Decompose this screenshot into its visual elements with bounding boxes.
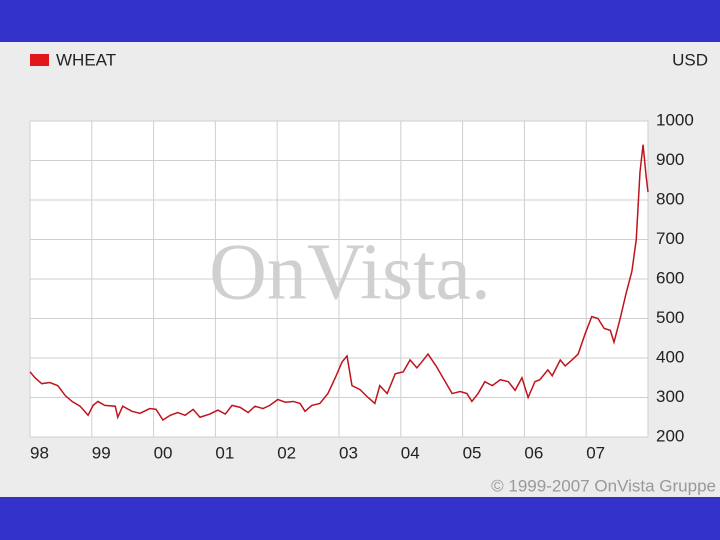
- y-tick-label: 400: [656, 347, 684, 366]
- y-tick-label: 700: [656, 229, 684, 248]
- unit-label: USD: [672, 50, 708, 69]
- x-tick-label: 05: [463, 443, 482, 462]
- x-tick-label: 00: [154, 443, 173, 462]
- x-tick-label: 01: [215, 443, 234, 462]
- y-tick-label: 200: [656, 426, 684, 445]
- x-tick-label: 98: [30, 443, 49, 462]
- x-tick-label: 06: [524, 443, 543, 462]
- bottom-band: [0, 497, 720, 540]
- x-tick-label: 99: [92, 443, 111, 462]
- copyright: © 1999-2007 OnVista Gruppe: [491, 476, 716, 495]
- y-tick-label: 1000: [656, 110, 694, 129]
- y-tick-label: 800: [656, 189, 684, 208]
- top-band: [0, 0, 720, 42]
- y-tick-label: 300: [656, 387, 684, 406]
- watermark: OnVista.: [209, 228, 491, 316]
- x-tick-label: 07: [586, 443, 605, 462]
- y-tick-label: 500: [656, 308, 684, 327]
- x-tick-label: 02: [277, 443, 296, 462]
- legend-label: WHEAT: [56, 50, 116, 69]
- price-line: [29, 144, 649, 422]
- y-tick-label: 600: [656, 268, 684, 287]
- x-tick-label: 03: [339, 443, 358, 462]
- legend-swatch: [30, 54, 49, 66]
- x-tick-label: 04: [401, 443, 420, 462]
- y-tick-label: 900: [656, 150, 684, 169]
